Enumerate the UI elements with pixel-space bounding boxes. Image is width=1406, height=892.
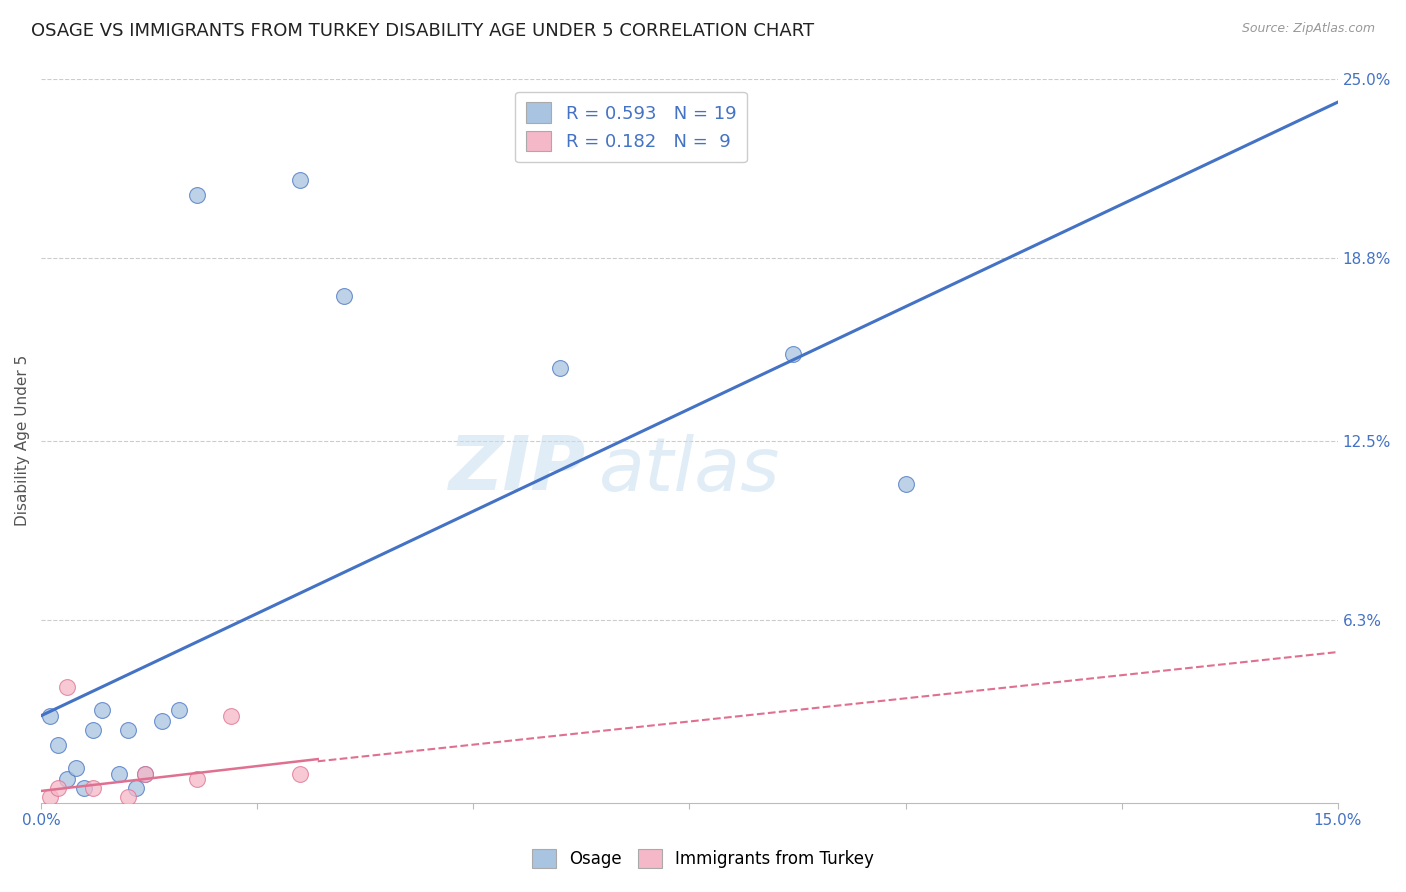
Point <box>48 738 70 752</box>
Point <box>169 703 191 717</box>
Text: atlas: atlas <box>599 434 780 506</box>
Point <box>56 772 79 787</box>
Text: ZIP: ZIP <box>449 434 586 506</box>
Point <box>332 289 354 303</box>
Point <box>38 789 60 804</box>
Point <box>56 680 79 694</box>
Point <box>90 703 112 717</box>
Legend: Osage, Immigrants from Turkey: Osage, Immigrants from Turkey <box>524 840 882 877</box>
Point <box>108 766 131 780</box>
Point <box>150 714 173 729</box>
Text: Source: ZipAtlas.com: Source: ZipAtlas.com <box>1241 22 1375 36</box>
Point <box>134 766 156 780</box>
Point <box>894 477 917 491</box>
Legend: R = 0.593   N = 19, R = 0.182   N =  9: R = 0.593 N = 19, R = 0.182 N = 9 <box>515 92 747 162</box>
Point <box>290 766 312 780</box>
Point <box>82 723 104 738</box>
Point <box>48 780 70 795</box>
Point <box>186 187 208 202</box>
Point <box>38 708 60 723</box>
Y-axis label: Disability Age Under 5: Disability Age Under 5 <box>15 355 30 526</box>
Point <box>134 766 156 780</box>
Point <box>290 173 312 187</box>
Point <box>219 708 242 723</box>
Point <box>82 780 104 795</box>
Point <box>73 780 96 795</box>
Point <box>65 761 87 775</box>
Point <box>117 789 139 804</box>
Point <box>782 347 804 361</box>
Point <box>548 361 571 376</box>
Text: OSAGE VS IMMIGRANTS FROM TURKEY DISABILITY AGE UNDER 5 CORRELATION CHART: OSAGE VS IMMIGRANTS FROM TURKEY DISABILI… <box>31 22 814 40</box>
Point <box>117 723 139 738</box>
Point <box>125 780 148 795</box>
Point <box>186 772 208 787</box>
